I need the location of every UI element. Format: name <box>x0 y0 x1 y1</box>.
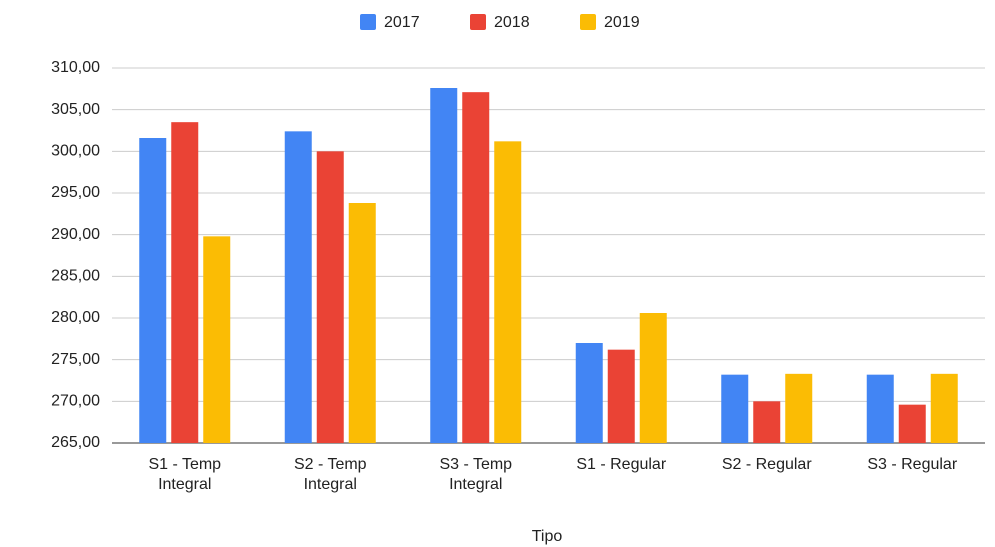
y-tick-label: 285,00 <box>51 268 100 285</box>
bar <box>430 88 458 443</box>
bar <box>462 92 490 444</box>
y-tick-label: 295,00 <box>51 184 100 201</box>
bar <box>898 404 926 443</box>
y-tick-label: 270,00 <box>51 393 100 410</box>
legend-label: 2019 <box>604 14 640 31</box>
x-tick-label: S2 - Regular <box>721 456 812 473</box>
x-tick-label: S1 - Temp Integral <box>148 456 222 493</box>
y-tick-label: 265,00 <box>51 434 100 451</box>
legend-swatch <box>470 14 486 30</box>
x-tick-label: S2 - Temp Integral <box>293 456 367 493</box>
x-tick-label: S3 - Temp Integral <box>439 456 513 493</box>
bar <box>316 151 344 444</box>
x-axis-title: Tipo <box>532 528 563 545</box>
y-tick-label: 305,00 <box>51 101 100 118</box>
bar <box>203 236 231 443</box>
x-tick-label: S3 - Regular <box>867 456 958 473</box>
bar <box>171 122 199 444</box>
bar <box>607 349 635 443</box>
bar <box>721 374 749 443</box>
legend-label: 2017 <box>384 14 420 31</box>
y-tick-label: 275,00 <box>51 351 100 368</box>
y-tick-label: 310,00 <box>51 59 100 76</box>
bar <box>139 138 167 443</box>
legend-swatch <box>580 14 596 30</box>
bar <box>494 141 522 444</box>
x-tick-label: S1 - Regular <box>576 456 667 473</box>
y-tick-label: 280,00 <box>51 309 100 326</box>
y-tick-label: 290,00 <box>51 226 100 243</box>
bar <box>284 131 312 444</box>
bar <box>930 373 958 443</box>
bar <box>575 343 603 443</box>
y-tick-label: 300,00 <box>51 143 100 160</box>
bar <box>785 373 813 443</box>
legend-swatch <box>360 14 376 30</box>
bar <box>639 313 667 443</box>
legend-label: 2018 <box>494 14 530 31</box>
bar <box>348 203 376 443</box>
bar <box>866 374 894 443</box>
bar <box>753 401 781 443</box>
